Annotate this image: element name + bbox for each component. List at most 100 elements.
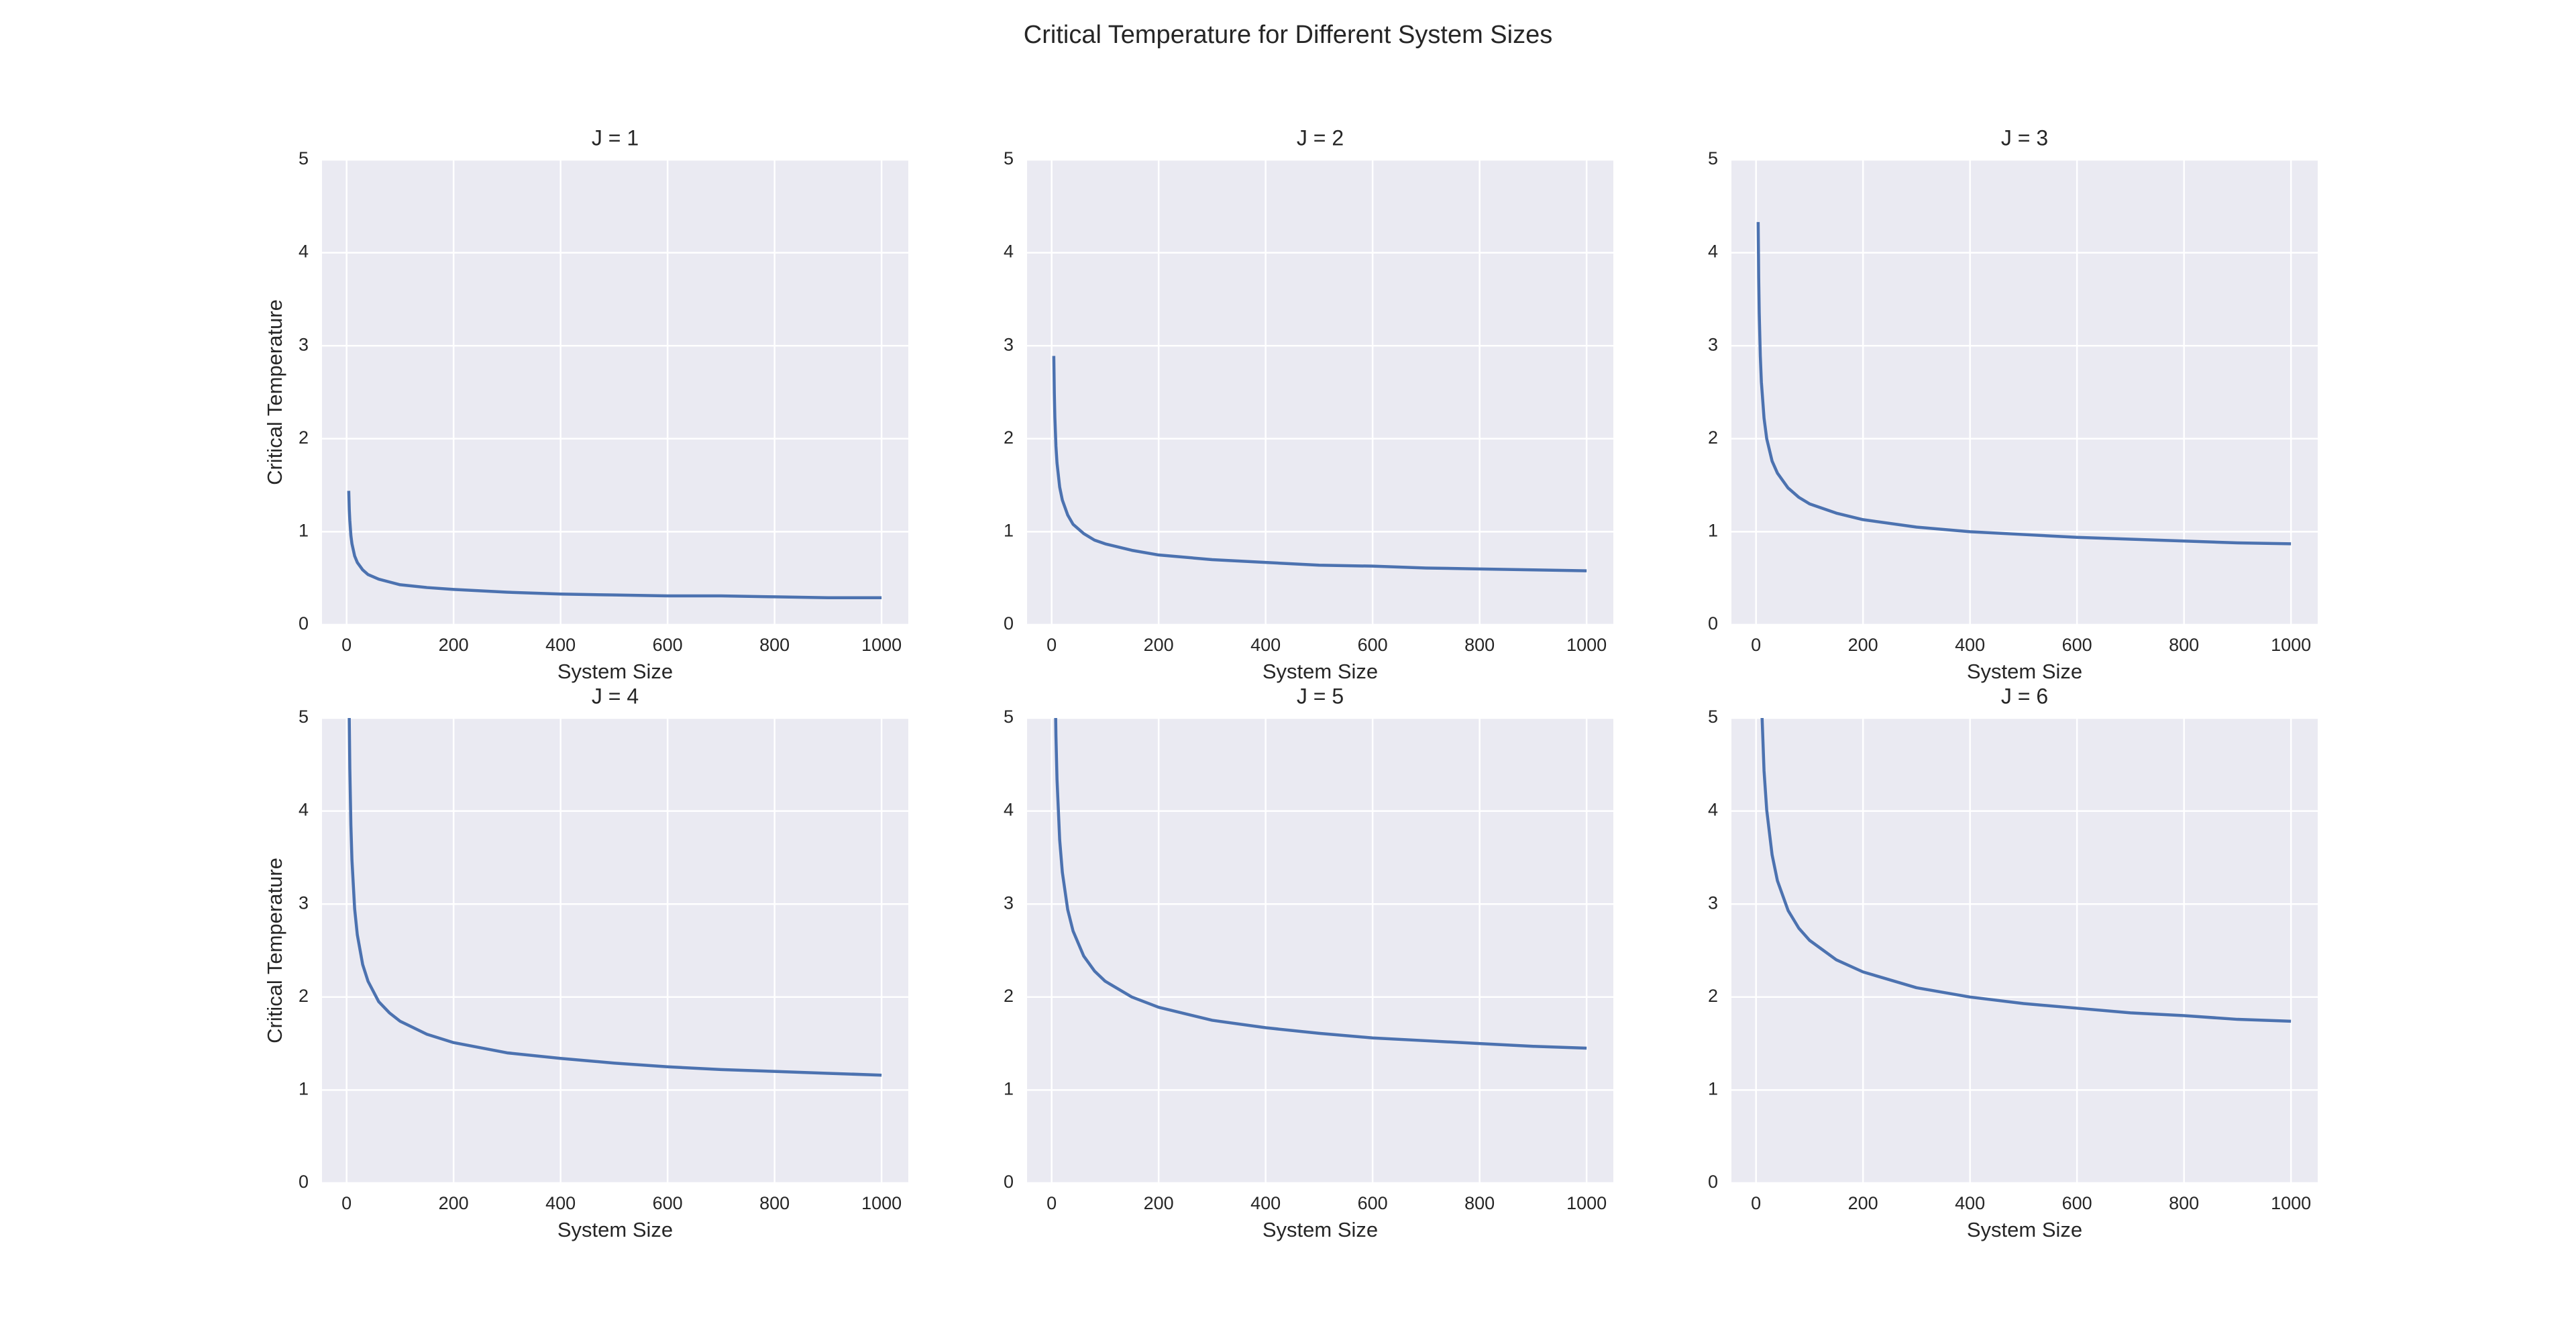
y-tick-label: 4 bbox=[1004, 800, 1014, 820]
x-tick-label: 600 bbox=[1358, 635, 1388, 655]
subplot: 0 1 2 3 4 5 0 200 400 600 800 1000 J = 2 System Size bbox=[1004, 125, 1613, 683]
x-tick-label: 800 bbox=[2169, 635, 2199, 655]
data-line bbox=[347, 491, 882, 600]
y-tick-label: 2 bbox=[299, 986, 309, 1006]
x-tick-label: 800 bbox=[1464, 635, 1495, 655]
x-tick-label: 600 bbox=[2062, 1193, 2092, 1213]
y-tick-label: 4 bbox=[1004, 242, 1014, 262]
data-line bbox=[1760, 718, 2292, 1023]
x-tick-label: 1000 bbox=[1566, 1193, 1607, 1213]
data-line bbox=[1054, 718, 1587, 1050]
x-tick-label: 0 bbox=[1751, 635, 1761, 655]
data-line bbox=[347, 718, 882, 1077]
x-tick-label: 0 bbox=[1046, 1193, 1057, 1213]
y-tick-label: 3 bbox=[299, 334, 309, 354]
x-tick-label: 400 bbox=[1955, 1193, 1985, 1213]
x-tick-label: 800 bbox=[1464, 1193, 1495, 1213]
y-tick-label: 0 bbox=[1004, 613, 1014, 633]
y-axis-label: Critical Temperature bbox=[263, 299, 286, 485]
y-tick-label: 1 bbox=[1708, 1079, 1718, 1099]
y-tick-label: 1 bbox=[1004, 1079, 1014, 1099]
subplot-title: J = 5 bbox=[1297, 684, 1344, 708]
figure-title: Critical Temperature for Different Syste… bbox=[1024, 21, 1552, 49]
x-tick-label: 0 bbox=[341, 1193, 352, 1213]
x-axis-label: System Size bbox=[1263, 1218, 1378, 1241]
y-tick-label: 4 bbox=[1708, 242, 1718, 262]
subplot-title: J = 6 bbox=[2001, 684, 2048, 708]
x-axis-label: System Size bbox=[557, 660, 673, 683]
subplot-title: J = 2 bbox=[1297, 125, 1344, 150]
subplot: 0 1 2 3 4 5 0 200 400 600 800 1000 J = 5 System Size bbox=[1004, 684, 1613, 1241]
x-tick-label: 200 bbox=[1848, 1193, 1878, 1213]
y-tick-label: 2 bbox=[299, 427, 309, 448]
x-tick-label: 1000 bbox=[861, 635, 902, 655]
y-tick-label: 0 bbox=[1708, 1172, 1718, 1192]
y-tick-label: 3 bbox=[299, 892, 309, 913]
subplot-title: J = 1 bbox=[592, 125, 639, 150]
subplot: 0 1 2 3 4 5 0 200 400 600 800 1000 J = 1 System Size C… bbox=[263, 125, 908, 683]
subplot-title: J = 3 bbox=[2001, 125, 2048, 150]
subplot: 0 1 2 3 4 5 0 200 400 600 800 1000 J = 3 System Size bbox=[1708, 125, 2318, 683]
x-tick-label: 400 bbox=[545, 1193, 576, 1213]
x-axis-label: System Size bbox=[1967, 660, 2082, 683]
x-tick-label: 400 bbox=[1955, 635, 1985, 655]
x-axis-label: System Size bbox=[557, 1218, 673, 1241]
y-tick-label: 3 bbox=[1004, 334, 1014, 354]
x-tick-label: 800 bbox=[759, 1193, 790, 1213]
y-tick-label: 5 bbox=[1004, 148, 1014, 168]
x-tick-label: 200 bbox=[1144, 635, 1174, 655]
x-tick-label: 0 bbox=[1046, 635, 1057, 655]
subplot-title: J = 4 bbox=[592, 684, 639, 708]
x-tick-label: 1000 bbox=[2271, 635, 2311, 655]
x-tick-label: 600 bbox=[1358, 1193, 1388, 1213]
plot-area bbox=[322, 160, 908, 625]
y-tick-label: 2 bbox=[1708, 427, 1718, 448]
x-tick-label: 400 bbox=[545, 635, 576, 655]
subplot: 0 1 2 3 4 5 0 200 400 600 800 1000 J = 4 System Size C… bbox=[263, 684, 908, 1241]
x-tick-label: 600 bbox=[2062, 635, 2092, 655]
y-axis-label: Critical Temperature bbox=[263, 858, 286, 1043]
y-tick-label: 2 bbox=[1004, 427, 1014, 448]
y-tick-label: 3 bbox=[1004, 892, 1014, 913]
y-tick-label: 1 bbox=[1004, 521, 1014, 541]
y-tick-label: 4 bbox=[299, 242, 309, 262]
plot-area bbox=[1027, 160, 1613, 625]
x-tick-label: 0 bbox=[341, 635, 352, 655]
x-tick-label: 0 bbox=[1751, 1193, 1761, 1213]
x-tick-label: 800 bbox=[759, 635, 790, 655]
plot-area bbox=[322, 718, 908, 1183]
plot-area bbox=[1731, 160, 2318, 625]
y-tick-label: 5 bbox=[1708, 707, 1718, 727]
y-tick-label: 0 bbox=[1708, 613, 1718, 633]
y-tick-label: 1 bbox=[299, 1079, 309, 1099]
plot-area bbox=[1731, 718, 2318, 1183]
y-tick-label: 1 bbox=[299, 521, 309, 541]
y-tick-label: 5 bbox=[1004, 707, 1014, 727]
y-tick-label: 2 bbox=[1708, 986, 1718, 1006]
y-tick-label: 1 bbox=[1708, 521, 1718, 541]
x-tick-label: 1000 bbox=[861, 1193, 902, 1213]
x-tick-label: 1000 bbox=[1566, 635, 1607, 655]
y-tick-label: 0 bbox=[1004, 1172, 1014, 1192]
plot-area bbox=[1027, 718, 1613, 1183]
y-tick-label: 0 bbox=[299, 1172, 309, 1192]
y-tick-label: 2 bbox=[1004, 986, 1014, 1006]
y-tick-label: 5 bbox=[1708, 148, 1718, 168]
y-tick-label: 5 bbox=[299, 707, 309, 727]
x-tick-label: 1000 bbox=[2271, 1193, 2311, 1213]
data-line bbox=[1756, 221, 2292, 546]
x-axis-label: System Size bbox=[1967, 1218, 2082, 1241]
data-line bbox=[1052, 356, 1587, 572]
x-tick-label: 200 bbox=[1144, 1193, 1174, 1213]
x-tick-label: 600 bbox=[653, 635, 683, 655]
x-tick-label: 200 bbox=[439, 635, 469, 655]
y-tick-label: 4 bbox=[299, 800, 309, 820]
subplot: 0 1 2 3 4 5 0 200 400 600 800 1000 J = 6 System Size bbox=[1708, 684, 2318, 1241]
y-tick-label: 3 bbox=[1708, 892, 1718, 913]
x-axis-label: System Size bbox=[1263, 660, 1378, 683]
x-tick-label: 400 bbox=[1250, 635, 1281, 655]
x-tick-label: 600 bbox=[653, 1193, 683, 1213]
y-tick-label: 3 bbox=[1708, 334, 1718, 354]
